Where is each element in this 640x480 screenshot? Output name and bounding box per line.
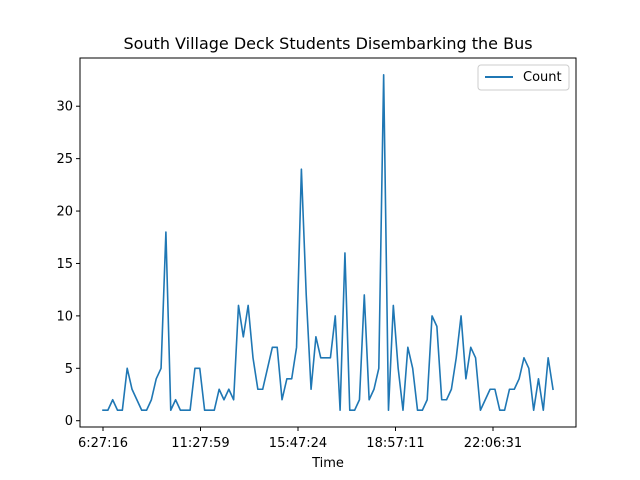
chart-title: South Village Deck Students Disembarking…	[123, 34, 532, 53]
series-line-count	[102, 73, 554, 412]
legend-box	[477, 64, 570, 91]
y-tick-label: 10	[56, 309, 73, 324]
x-axis-label: Time	[311, 456, 344, 471]
series-layer	[102, 73, 554, 412]
plot-frame	[79, 57, 577, 428]
y-axis: 0 5 10 15 20 25 30	[56, 100, 80, 429]
x-tick-label: 22:06:31	[464, 436, 522, 451]
x-tick-label: 6:27:16	[78, 436, 128, 451]
legend-label-count: Count	[523, 70, 562, 85]
x-axis: 6:27:16 11:27:59 15:47:24 18:57:11 22:06:31	[78, 427, 522, 451]
y-tick-label: 20	[56, 205, 73, 220]
y-tick-label: 0	[65, 414, 73, 429]
x-tick-label: 15:47:24	[269, 436, 327, 451]
x-tick-label: 11:27:59	[171, 436, 229, 451]
y-tick-label: 5	[65, 362, 73, 377]
y-tick-label: 30	[56, 100, 73, 115]
y-tick-label: 15	[56, 257, 73, 272]
legend: Count	[477, 64, 570, 91]
y-tick-label: 25	[56, 152, 73, 167]
x-tick-label: 18:57:11	[366, 436, 424, 451]
